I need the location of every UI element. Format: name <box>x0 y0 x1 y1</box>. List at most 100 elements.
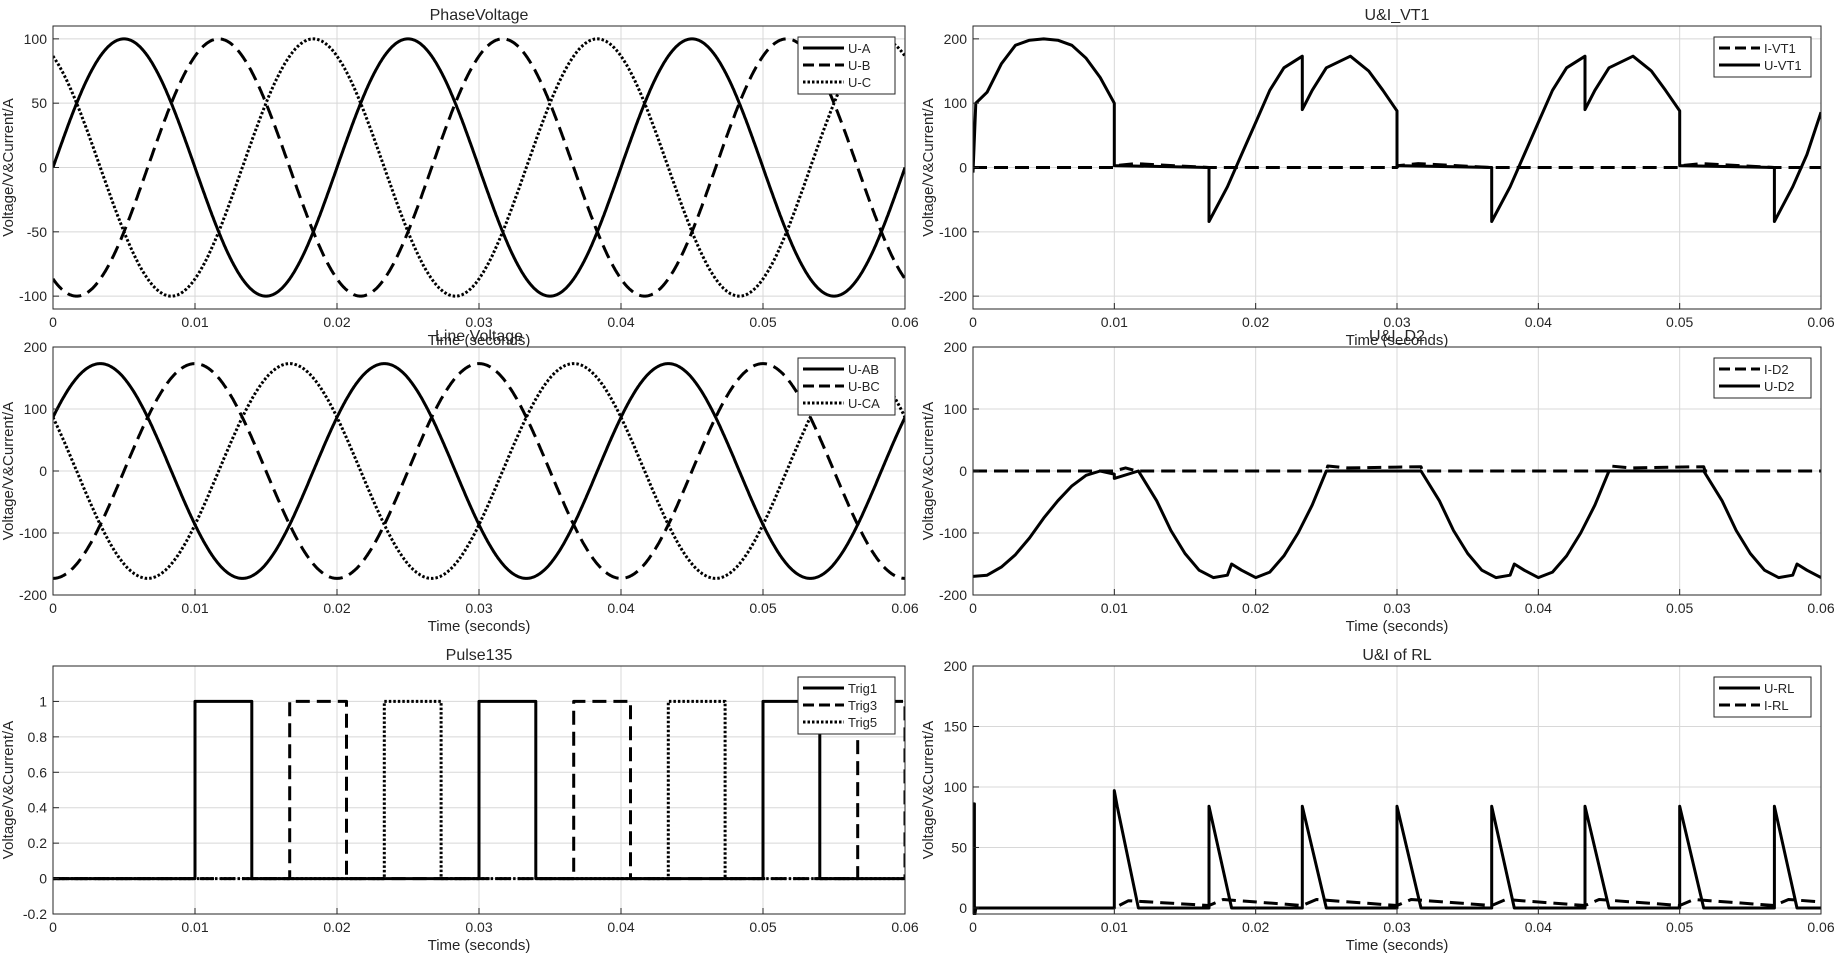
legend: U-A U-B U-C <box>797 36 896 95</box>
x-tick-label: 0.03 <box>465 314 492 330</box>
chart-title: Pulse135 <box>446 647 513 664</box>
panel-3: 0 0.01 0.02 0.03 0.04 0.05 0.06 -200 -100 0 100 200… <box>0 328 919 635</box>
x-tick-label: 0 <box>969 600 977 616</box>
y-tick-label: -100 <box>939 224 967 240</box>
y-tick-label: 0 <box>959 900 967 916</box>
y-tick-label: 0.6 <box>28 764 48 780</box>
x-tick-label: 0.04 <box>1525 919 1552 935</box>
series-line-u-a <box>53 37 905 298</box>
legend-label: U-A <box>848 41 871 56</box>
legend-label: I-D2 <box>1764 362 1789 377</box>
x-tick-label: 0.02 <box>323 919 350 935</box>
y-axis-label: Voltage/V&Current/A <box>0 98 17 236</box>
x-tick-label: 0.05 <box>749 314 776 330</box>
legend: U-AB U-BC U-CA <box>797 357 896 416</box>
series-line-u-d2 <box>973 469 1821 580</box>
x-tick-label: 0 <box>969 314 977 330</box>
panel-2: 0 0.01 0.02 0.03 0.04 0.05 0.06 -200 -100 0 100 200… <box>920 7 1835 349</box>
chart-title: Line Voltage <box>435 328 523 345</box>
legend-label: U-BC <box>848 379 880 394</box>
x-tick-label: 0.06 <box>1807 314 1834 330</box>
x-tick-label: 0.04 <box>607 314 634 330</box>
x-tick-label: 0.02 <box>1242 600 1269 616</box>
x-tick-label: 0.05 <box>1666 600 1693 616</box>
legend-label: U-C <box>848 75 871 90</box>
y-tick-label: 50 <box>31 95 47 111</box>
x-tick-label: 0.05 <box>749 919 776 935</box>
y-tick-label: 0 <box>959 463 967 479</box>
y-tick-label: -50 <box>27 224 47 240</box>
x-tick-label: 0.02 <box>1242 919 1269 935</box>
x-axis-label: Time (seconds) <box>1346 332 1449 349</box>
x-tick-label: 0.01 <box>1101 600 1128 616</box>
x-tick-label: 0.01 <box>181 314 208 330</box>
panel-5: 0 0.01 0.02 0.03 0.04 0.05 0.06-0.200.20.40.60… <box>0 647 919 954</box>
y-tick-label: 0.4 <box>28 800 48 816</box>
x-axis-label: Time (seconds) <box>1346 618 1449 635</box>
panel-6: 0 0.01 0.02 0.03 0.04 0.05 0.06 0 50 100 150 200 U&I… <box>920 647 1835 954</box>
x-tick-label: 0.06 <box>1807 919 1834 935</box>
y-axis-label: Voltage/V&Current/A <box>0 721 17 859</box>
y-axis-label: Voltage/V&Current/A <box>920 721 937 859</box>
y-tick-label: 100 <box>944 401 968 417</box>
series-line-u-bc <box>53 362 905 580</box>
x-tick-label: 0.05 <box>1666 919 1693 935</box>
x-axis-label: Time (seconds) <box>1346 937 1449 954</box>
y-tick-label: -200 <box>19 587 47 603</box>
y-axis-label: Voltage/V&Current/A <box>920 402 937 540</box>
x-tick-label: 0.03 <box>1383 919 1410 935</box>
x-tick-label: 0.03 <box>465 600 492 616</box>
y-tick-label: 50 <box>951 839 967 855</box>
y-tick-label: 1 <box>39 693 47 709</box>
y-tick-label: 100 <box>24 31 48 47</box>
chart-title: U&I_VT1 <box>1365 7 1430 24</box>
y-tick-label: 0 <box>39 871 47 887</box>
legend-label: I-VT1 <box>1764 41 1796 56</box>
legend: I-D2 U-D2 <box>1713 357 1812 399</box>
panel-1: 0 0.01 0.02 0.03 0.04 0.05 0.06 -100 -50 0 50 100 Ph… <box>0 7 919 349</box>
x-tick-label: 0.04 <box>1525 314 1552 330</box>
legend-box <box>1713 357 1812 399</box>
legend-box <box>1713 36 1812 78</box>
x-tick-label: 0.02 <box>1242 314 1269 330</box>
panel-4: 0 0.01 0.02 0.03 0.04 0.05 0.06 -200 -100 0 100 200… <box>920 328 1835 635</box>
chart-title: U&I_D2 <box>1369 328 1425 345</box>
y-axis-label: Voltage/V&Current/A <box>920 98 937 236</box>
x-tick-label: 0.05 <box>1666 314 1693 330</box>
series-line-u-c <box>53 37 905 298</box>
series-line-u-ca <box>53 362 905 580</box>
x-tick-label: 0.01 <box>181 919 208 935</box>
series-line-i-rl <box>973 898 1821 910</box>
legend: I-VT1 U-VT1 <box>1713 36 1812 78</box>
series-line-trig5 <box>53 699 905 881</box>
x-tick-label: 0.01 <box>1101 919 1128 935</box>
x-tick-label: 0.02 <box>323 600 350 616</box>
legend-label: Trig1 <box>848 681 877 696</box>
y-tick-label: 200 <box>944 658 968 674</box>
x-tick-label: 0 <box>49 600 57 616</box>
legend-label: U-VT1 <box>1764 58 1802 73</box>
chart-title: PhaseVoltage <box>430 7 529 24</box>
y-tick-label: -100 <box>19 525 47 541</box>
x-tick-label: 0.04 <box>1525 600 1552 616</box>
x-tick-label: 0.01 <box>181 600 208 616</box>
x-tick-label: 0.06 <box>891 314 918 330</box>
legend-label: Trig5 <box>848 715 877 730</box>
y-tick-label: 0.2 <box>28 835 48 851</box>
y-tick-label: 100 <box>944 95 968 111</box>
legend-label: U-RL <box>1764 681 1794 696</box>
legend-label: U-AB <box>848 362 879 377</box>
y-tick-label: -200 <box>939 288 967 304</box>
y-tick-label: 150 <box>944 718 968 734</box>
x-tick-label: 0.03 <box>465 919 492 935</box>
x-tick-label: 0.03 <box>1383 600 1410 616</box>
y-tick-label: 0 <box>959 160 967 176</box>
series-line-u-b <box>53 37 905 298</box>
y-tick-label: -100 <box>19 288 47 304</box>
legend: Trig1 Trig3 Trig5 <box>797 676 896 735</box>
x-tick-label: 0 <box>49 314 57 330</box>
series-line-u-vt1 <box>973 37 1821 223</box>
x-tick-label: 0.03 <box>1383 314 1410 330</box>
x-tick-label: 0.06 <box>891 600 918 616</box>
